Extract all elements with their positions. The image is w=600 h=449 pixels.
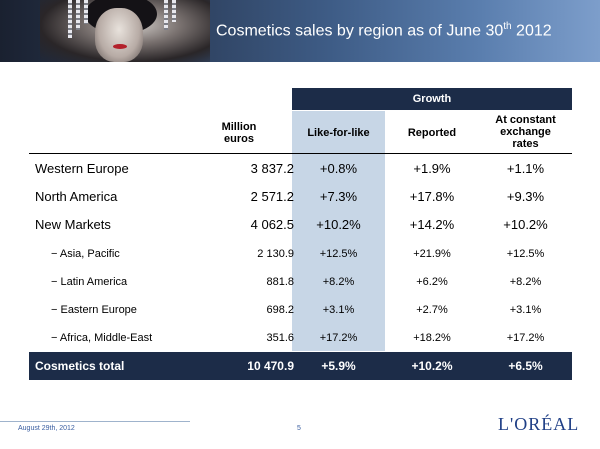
- cell-million: 2 130.9: [257, 248, 294, 260]
- row-label: North America: [35, 189, 118, 204]
- footer-date: August 29th, 2012: [18, 425, 75, 432]
- cell-constant: +17.2%: [506, 332, 545, 344]
- cell-like-for-like: +17.2%: [319, 332, 358, 344]
- like-for-like-highlight: [292, 111, 385, 351]
- photo-jewel: [68, 0, 72, 38]
- loreal-logo: L'ORÉAL: [498, 414, 580, 434]
- photo-jewel: [76, 0, 80, 30]
- cell-reported: +1.9%: [413, 161, 451, 176]
- photo-lips: [113, 44, 127, 49]
- cell-constant: +10.2%: [503, 217, 548, 232]
- cell-reported: +14.2%: [409, 217, 455, 232]
- col-header-million: Million euros: [221, 121, 257, 145]
- col-header-like-for-like: Like-for-like: [307, 127, 370, 139]
- cell-like-for-like: +8.2%: [322, 276, 355, 288]
- cell-like-for-like: +7.3%: [319, 189, 358, 204]
- page-number: 5: [297, 425, 301, 432]
- table-row: − Africa, Middle-East 351.6 +17.2% +18.2…: [29, 324, 572, 352]
- total-reported: +10.2%: [411, 359, 453, 373]
- photo-jewel: [172, 0, 176, 22]
- row-label: New Markets: [35, 217, 111, 232]
- cell-million: 4 062.5: [250, 217, 294, 232]
- table-row: New Markets 4 062.5 +10.2% +14.2% +10.2%: [29, 211, 572, 239]
- cell-million: 2 571.2: [250, 189, 294, 204]
- model-photo: [40, 0, 210, 62]
- total-label: Cosmetics total: [35, 359, 125, 373]
- growth-header: Growth: [292, 88, 572, 110]
- photo-face: [95, 8, 143, 62]
- cell-constant: +1.1%: [506, 161, 545, 176]
- cell-like-for-like: +10.2%: [316, 217, 361, 232]
- cell-like-for-like: +12.5%: [319, 248, 358, 260]
- cell-million: 881.8: [266, 276, 294, 288]
- cell-reported: +17.8%: [409, 189, 455, 204]
- total-row: Cosmetics total 10 470.9 +5.9% +10.2% +6…: [29, 352, 572, 380]
- table-row: − Latin America 881.8 +8.2% +6.2% +8.2%: [29, 268, 572, 296]
- header-divider: [29, 153, 572, 154]
- photo-jewel: [164, 0, 168, 30]
- cell-million: 351.6: [266, 332, 294, 344]
- cell-like-for-like: +0.8%: [319, 161, 358, 176]
- cell-reported: +2.7%: [416, 304, 448, 316]
- cell-reported: +18.2%: [413, 332, 451, 344]
- footer-divider: [0, 421, 190, 422]
- col-header-reported: Reported: [407, 127, 457, 139]
- cell-million: 698.2: [266, 304, 294, 316]
- photo-jewel: [84, 0, 88, 24]
- table-row: Western Europe 3 837.2 +0.8% +1.9% +1.1%: [29, 155, 572, 183]
- col-header-constant-rates: At constant exchange rates: [495, 114, 556, 150]
- table-row: North America 2 571.2 +7.3% +17.8% +9.3%: [29, 183, 572, 211]
- table-row: − Eastern Europe 698.2 +3.1% +2.7% +3.1%: [29, 296, 572, 324]
- cell-constant: +3.1%: [509, 304, 542, 316]
- total-like-for-like: +5.9%: [321, 359, 356, 373]
- cell-constant: +8.2%: [509, 276, 542, 288]
- cell-reported: +21.9%: [413, 248, 451, 260]
- total-constant: +6.5%: [508, 359, 543, 373]
- row-label: − Latin America: [51, 276, 128, 288]
- cell-constant: +9.3%: [506, 189, 545, 204]
- slide-title: Cosmetics sales by region as of June 30t…: [216, 21, 552, 40]
- cell-like-for-like: +3.1%: [322, 304, 355, 316]
- row-label: Western Europe: [35, 161, 129, 176]
- cell-constant: +12.5%: [506, 248, 545, 260]
- row-label: − Africa, Middle-East: [51, 332, 153, 344]
- cell-million: 3 837.2: [250, 161, 294, 176]
- cell-reported: +6.2%: [416, 276, 448, 288]
- header-banner: Cosmetics sales by region as of June 30t…: [0, 0, 600, 62]
- row-label: − Asia, Pacific: [51, 248, 120, 260]
- total-million: 10 470.9: [247, 359, 294, 373]
- row-label: − Eastern Europe: [51, 304, 137, 316]
- table-row: − Asia, Pacific 2 130.9 +12.5% +21.9% +1…: [29, 240, 572, 268]
